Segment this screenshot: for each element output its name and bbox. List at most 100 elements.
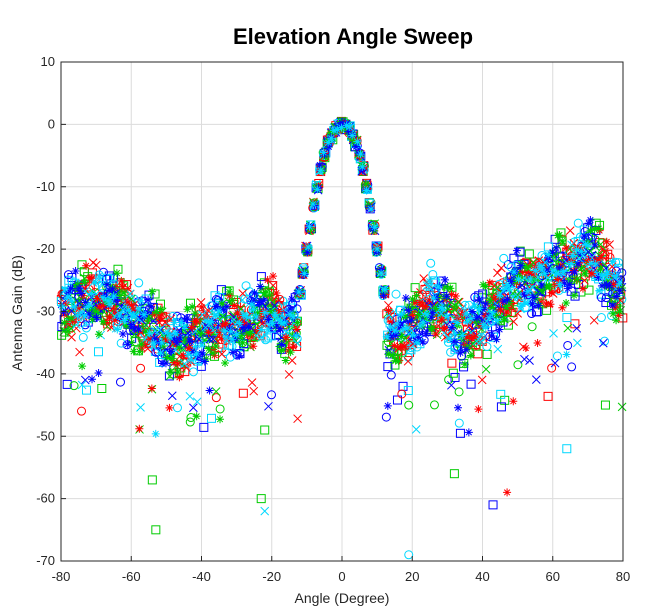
- data-marker-asterisk: [474, 405, 483, 414]
- data-marker-asterisk: [218, 321, 227, 330]
- data-marker-asterisk: [147, 302, 156, 311]
- data-marker-x: [96, 330, 106, 340]
- data-marker-asterisk: [240, 320, 249, 329]
- data-marker-asterisk: [73, 311, 82, 320]
- data-marker-x: [189, 403, 198, 413]
- data-marker-x: [447, 380, 456, 390]
- data-marker-x: [243, 312, 253, 322]
- data-marker-asterisk: [284, 347, 293, 356]
- x-tick-label: -80: [52, 569, 71, 584]
- data-marker-asterisk: [275, 324, 284, 333]
- data-marker-asterisk: [590, 241, 599, 250]
- data-marker-asterisk: [537, 298, 546, 307]
- data-marker-asterisk: [122, 321, 131, 330]
- data-marker-asterisk: [367, 205, 376, 214]
- data-marker-asterisk: [485, 313, 494, 322]
- data-marker-asterisk: [587, 259, 596, 268]
- data-marker-circle: [450, 343, 460, 353]
- data-marker-asterisk: [345, 123, 354, 132]
- data-marker-asterisk: [558, 236, 567, 245]
- data-marker-asterisk: [150, 310, 159, 319]
- data-marker-asterisk: [221, 359, 230, 368]
- data-marker-asterisk: [609, 309, 618, 318]
- data-marker-asterisk: [429, 294, 438, 303]
- data-marker-x: [98, 280, 108, 289]
- data-marker-asterisk: [84, 302, 93, 311]
- data-marker-asterisk: [509, 268, 518, 277]
- data-marker-asterisk: [458, 309, 467, 318]
- data-marker-asterisk: [405, 303, 414, 312]
- data-marker-asterisk: [475, 295, 484, 304]
- data-marker-square: [62, 379, 72, 389]
- data-marker-asterisk: [197, 302, 206, 311]
- data-marker-asterisk: [505, 285, 514, 294]
- data-marker-asterisk: [265, 290, 274, 299]
- data-marker-asterisk: [232, 330, 241, 339]
- x-tick-label: 60: [546, 569, 560, 584]
- data-marker-asterisk: [75, 284, 84, 293]
- data-marker-asterisk: [598, 271, 607, 280]
- data-marker-asterisk: [603, 268, 612, 277]
- data-marker-asterisk: [81, 298, 90, 307]
- data-marker-circle: [426, 258, 436, 268]
- data-marker-asterisk: [190, 309, 199, 318]
- data-marker-asterisk: [225, 291, 234, 300]
- data-marker-asterisk: [70, 302, 79, 311]
- data-marker-asterisk: [431, 304, 440, 313]
- data-marker-circle: [391, 289, 401, 299]
- data-marker-x: [238, 289, 248, 298]
- data-marker-x: [531, 375, 541, 384]
- data-marker-asterisk: [221, 319, 230, 328]
- y-tick-label: -50: [36, 428, 55, 443]
- data-marker-asterisk: [463, 317, 472, 326]
- data-marker-square: [109, 273, 119, 283]
- data-marker-asterisk: [492, 311, 501, 320]
- data-marker-asterisk: [435, 292, 444, 301]
- data-marker-asterisk: [362, 186, 371, 195]
- data-marker-asterisk: [88, 315, 97, 324]
- x-tick-label: -40: [192, 569, 211, 584]
- data-marker-asterisk: [112, 269, 121, 278]
- data-marker-square: [562, 313, 572, 323]
- data-marker-circle: [446, 347, 456, 357]
- data-marker-asterisk: [293, 318, 302, 327]
- data-marker-asterisk: [204, 328, 213, 337]
- data-marker-asterisk: [612, 271, 621, 280]
- data-marker-asterisk: [612, 316, 621, 325]
- data-marker-asterisk: [99, 317, 108, 326]
- data-marker-asterisk: [308, 200, 317, 209]
- data-marker-asterisk: [127, 338, 136, 347]
- data-marker-asterisk: [145, 329, 154, 338]
- data-marker-asterisk: [453, 315, 462, 324]
- data-marker-asterisk: [386, 318, 395, 327]
- data-marker-asterisk: [555, 280, 564, 289]
- data-marker-asterisk: [60, 310, 69, 319]
- data-marker-asterisk: [503, 488, 512, 497]
- data-marker-asterisk: [528, 270, 537, 279]
- data-marker-asterisk: [400, 342, 409, 351]
- data-marker-x: [403, 356, 413, 366]
- data-marker-asterisk: [458, 331, 467, 340]
- data-marker-asterisk: [356, 150, 365, 159]
- data-marker-asterisk: [208, 349, 217, 358]
- data-marker-asterisk: [412, 338, 421, 347]
- data-marker-circle: [513, 360, 523, 370]
- data-marker-asterisk: [281, 333, 290, 342]
- data-marker-asterisk: [197, 341, 206, 350]
- data-marker-asterisk: [521, 298, 530, 307]
- data-marker-x: [513, 292, 523, 302]
- data-marker-asterisk: [614, 311, 623, 320]
- data-marker-asterisk: [151, 429, 160, 438]
- data-marker-asterisk: [161, 336, 170, 345]
- data-marker-asterisk: [553, 231, 562, 240]
- data-marker-asterisk: [608, 301, 617, 310]
- data-marker-asterisk: [63, 327, 72, 336]
- data-marker-asterisk: [438, 304, 447, 313]
- data-marker-x: [422, 281, 432, 291]
- data-marker-asterisk: [166, 367, 175, 376]
- data-marker-circle: [617, 294, 627, 304]
- data-marker-x: [529, 258, 539, 267]
- data-marker-asterisk: [451, 302, 460, 311]
- data-marker-x: [572, 323, 582, 333]
- data-marker-circle: [69, 381, 79, 391]
